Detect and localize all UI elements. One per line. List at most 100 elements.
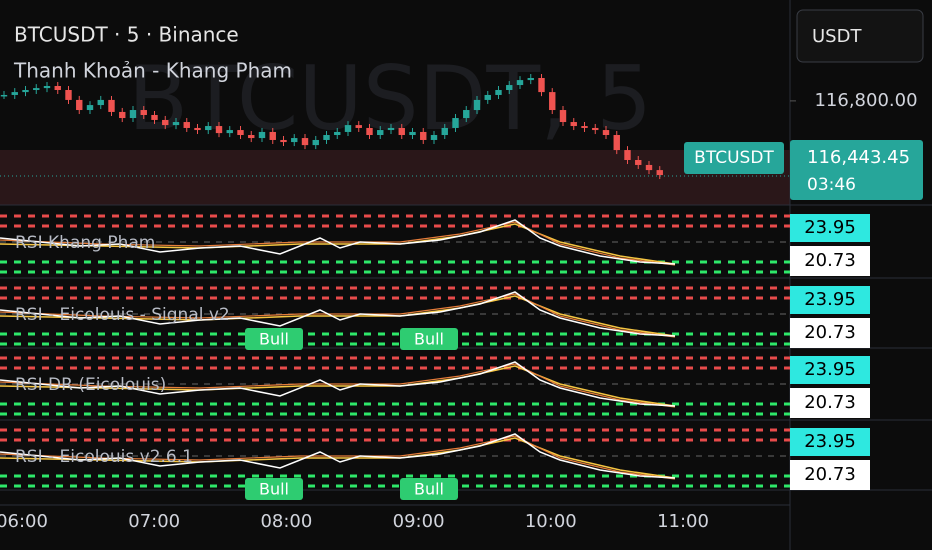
signal-label: Bull [259,330,289,349]
indicator-title: Thanh Khoản - Khang Pham [13,59,292,83]
signal-label: Bull [414,330,444,349]
candle [22,90,29,93]
candle [484,94,491,100]
candle [355,125,362,128]
candle [602,130,610,136]
candle [495,90,502,95]
candle [226,130,233,134]
candle [387,127,395,131]
candle [76,99,83,111]
lower-value: 20.73 [804,464,856,485]
candle [172,122,180,126]
candle [162,119,169,126]
candle [398,127,405,136]
candle [129,110,137,119]
candle [420,131,427,140]
candle [11,92,18,95]
symbol-title: BTCUSDT · 5 · Binance [14,23,239,47]
time-label: 10:00 [525,511,577,532]
lower-value: 20.73 [804,392,856,413]
last-price-label: 116,443.45 [807,147,910,168]
candle [645,164,653,171]
lower-badge [790,460,870,490]
candle [237,130,244,136]
candle [366,127,373,136]
symbol-tag-label: BTCUSDT [694,148,774,168]
candle [559,110,567,123]
candle [527,77,534,81]
candle [463,110,470,119]
upper-value: 23.95 [804,359,856,380]
signal-label: Bull [259,480,289,499]
candle [441,127,448,136]
indicator-name: RSI - Eicolouis v2.6.1 [15,447,193,467]
upper-value: 23.95 [804,217,856,238]
candle [65,90,72,100]
signal-badge [400,478,458,500]
candle [280,139,287,143]
candle [570,122,577,127]
candle [291,138,298,143]
candle [183,122,190,128]
candle [334,131,341,136]
upper-badge [790,286,870,314]
candle [97,99,104,106]
candle [86,105,94,111]
price-pane: 116,800.00 BTCUSDT 116,443.45 03:46 [0,73,923,201]
time-label: 08:00 [260,511,312,532]
currency-button[interactable] [796,9,924,63]
candle [377,130,384,136]
candle [516,80,524,86]
candle [43,86,51,89]
candle [312,139,319,146]
watermark: BTCUSDT, 5 [128,47,652,150]
upper-value: 23.95 [804,431,856,452]
candle [140,110,147,115]
candle [592,127,599,131]
upper-badge [790,428,870,456]
signal-badge [245,478,303,500]
time-label: 06:00 [0,511,48,532]
candle [194,127,201,131]
time-label: 09:00 [393,511,445,532]
candle [0,94,8,97]
candle [323,135,330,140]
currency-label[interactable]: USDT [812,26,862,47]
lower-badge [790,388,870,418]
candle [119,111,126,119]
candle [635,159,642,165]
candle [624,150,631,160]
time-label: 07:00 [128,511,180,532]
candle [301,138,309,146]
price-tick-label: 116,800.00 [814,90,917,111]
candle [549,92,556,111]
candle [581,126,588,128]
signal-badge [400,328,458,350]
candle [344,125,352,132]
upper-badge [790,356,870,384]
indicator-name: RSI DR (Eicolouis) [15,375,166,395]
indicator-name: RSI - Eicolouis - Signal v2 [15,305,230,325]
indicator-panes: RSI Khang Pham 23.95 20.73 RSI - Eicolouis … [0,214,870,500]
upper-badge [790,214,870,242]
lower-badge [790,246,870,276]
countdown: 03:46 [807,175,856,195]
candle [248,135,255,139]
position-band [0,150,790,205]
candle [258,131,266,139]
candle [33,88,40,91]
symbol-tag [684,142,784,175]
candle [151,114,158,120]
candle [54,86,61,91]
candle [538,77,545,93]
candle [473,99,481,111]
candle [430,135,438,140]
candle [452,118,459,128]
upper-value: 23.95 [804,289,856,310]
indicator-name: RSI Khang Pham [15,233,155,253]
signal-badge [245,328,303,350]
pane-dividers [0,204,932,491]
lower-value: 20.73 [804,250,856,271]
